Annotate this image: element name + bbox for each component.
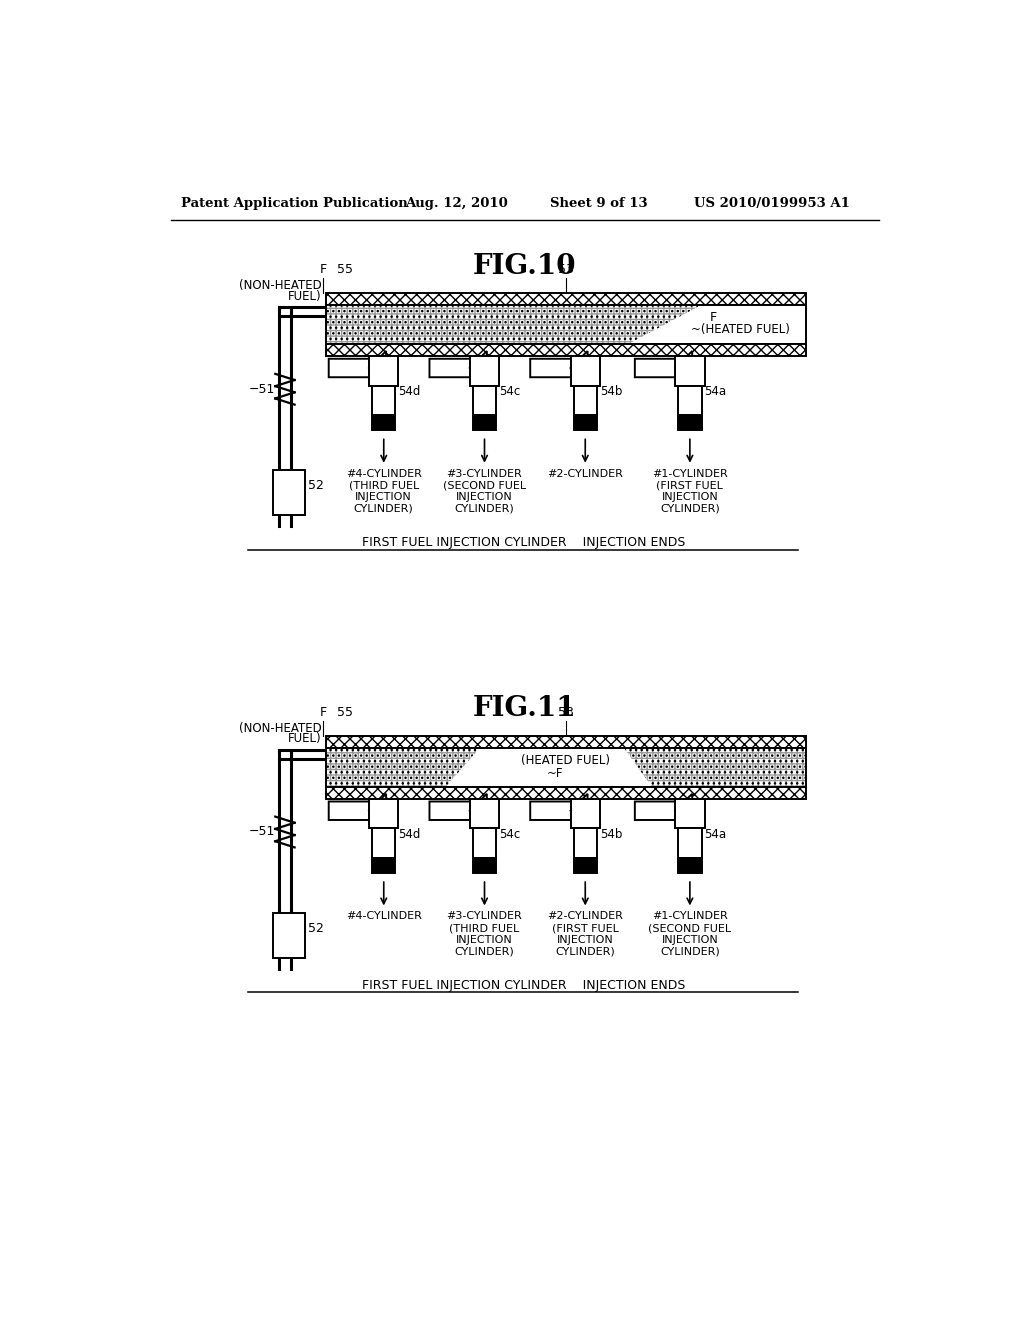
Polygon shape [635,793,692,828]
Text: 54a: 54a [705,385,727,399]
Bar [573,829,597,858]
Bar [326,737,806,748]
Bar [573,385,597,414]
Text: 54c: 54c [500,385,520,399]
Polygon shape [429,351,486,385]
Bar [326,737,806,748]
Text: 54b: 54b [600,828,623,841]
Text: FUEL): FUEL) [288,289,322,302]
Text: 55: 55 [337,263,353,276]
Text: 52: 52 [308,923,324,935]
Bar [326,748,806,787]
Bar [470,356,500,385]
Bar [273,913,305,958]
Bar [326,787,806,799]
Bar [473,414,496,430]
Text: ~(HEATED FUEL): ~(HEATED FUEL) [691,323,790,335]
Text: FUEL): FUEL) [288,733,322,746]
Text: 55: 55 [337,706,353,719]
Text: ~F: ~F [547,767,563,780]
Bar [678,829,701,858]
Bar [273,470,305,515]
Text: −51: −51 [249,825,275,838]
Text: FIG.10: FIG.10 [473,252,577,280]
Bar [326,293,806,305]
Bar [470,799,500,829]
Bar [678,385,701,414]
Polygon shape [429,793,486,828]
Bar [369,799,398,829]
Bar [675,799,705,829]
Bar [372,385,395,414]
Text: (HEATED FUEL): (HEATED FUEL) [521,754,610,767]
Text: FIRST FUEL INJECTION CYLINDER    INJECTION ENDS: FIRST FUEL INJECTION CYLINDER INJECTION … [361,979,685,991]
Text: F: F [319,706,327,719]
Bar [570,799,600,829]
Text: F: F [319,263,327,276]
Bar [473,385,496,414]
Bar [573,414,597,430]
Text: #2-CYLINDER
(FIRST FUEL
INJECTION
CYLINDER): #2-CYLINDER (FIRST FUEL INJECTION CYLIND… [547,911,624,956]
Bar [473,829,496,858]
Bar [326,787,806,799]
Bar [678,858,701,873]
Bar [678,414,701,430]
Text: Sheet 9 of 13: Sheet 9 of 13 [550,197,648,210]
Text: 54c: 54c [500,828,520,841]
Text: FIRST FUEL INJECTION CYLINDER    INJECTION ENDS: FIRST FUEL INJECTION CYLINDER INJECTION … [361,536,685,549]
Text: F: F [710,310,717,323]
Text: #3-CYLINDER
(SECOND FUEL
INJECTION
CYLINDER): #3-CYLINDER (SECOND FUEL INJECTION CYLIN… [443,469,526,513]
Text: (NON-HEATED: (NON-HEATED [239,722,322,735]
Bar [570,356,600,385]
Bar [326,305,806,345]
Polygon shape [635,351,692,385]
Polygon shape [329,793,386,828]
Text: #4-CYLINDER
(THIRD FUEL
INJECTION
CYLINDER): #4-CYLINDER (THIRD FUEL INJECTION CYLIND… [346,469,422,513]
Text: #1-CYLINDER
(FIRST FUEL
INJECTION
CYLINDER): #1-CYLINDER (FIRST FUEL INJECTION CYLIND… [652,469,728,513]
Bar [326,345,806,356]
Bar [573,858,597,873]
Text: 54d: 54d [398,828,421,841]
Text: 54a: 54a [705,828,727,841]
Text: 52: 52 [308,479,324,492]
Bar [369,356,398,385]
Text: FIG.11: FIG.11 [473,696,577,722]
Polygon shape [530,351,588,385]
Text: 54d: 54d [398,385,421,399]
Text: 53: 53 [558,706,573,719]
Text: −51: −51 [249,383,275,396]
Text: Aug. 12, 2010: Aug. 12, 2010 [406,197,508,210]
Bar [372,829,395,858]
Bar [326,345,806,356]
Polygon shape [329,351,386,385]
Polygon shape [530,793,588,828]
Text: 54b: 54b [600,385,623,399]
Bar [372,858,395,873]
Text: 53: 53 [558,263,573,276]
Text: #3-CYLINDER
(THIRD FUEL
INJECTION
CYLINDER): #3-CYLINDER (THIRD FUEL INJECTION CYLIND… [446,911,522,956]
Bar [326,293,806,305]
Text: #2-CYLINDER: #2-CYLINDER [547,469,624,479]
Text: US 2010/0199953 A1: US 2010/0199953 A1 [693,197,850,210]
Bar [473,858,496,873]
Bar [675,356,705,385]
Text: #4-CYLINDER: #4-CYLINDER [346,911,422,921]
Bar [372,414,395,430]
Text: (NON-HEATED: (NON-HEATED [239,279,322,292]
Text: #1-CYLINDER
(SECOND FUEL
INJECTION
CYLINDER): #1-CYLINDER (SECOND FUEL INJECTION CYLIN… [648,911,731,956]
Text: Patent Application Publication: Patent Application Publication [180,197,408,210]
